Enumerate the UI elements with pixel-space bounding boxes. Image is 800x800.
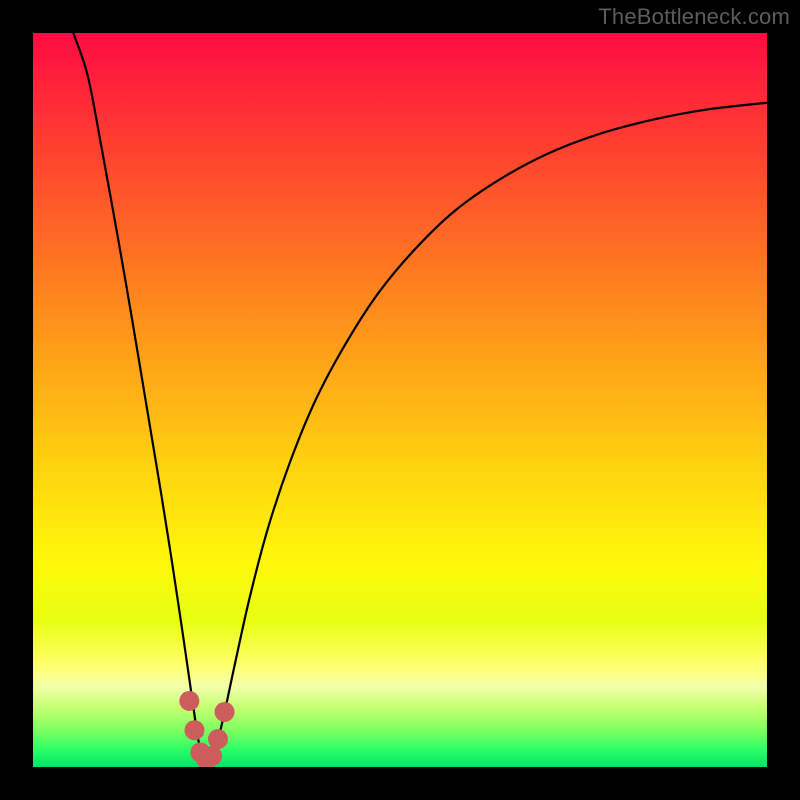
marker-group (179, 691, 234, 767)
dip-marker (215, 702, 235, 722)
dip-marker (184, 720, 204, 740)
dip-marker (179, 691, 199, 711)
bottleneck-curve (73, 33, 767, 763)
watermark-text: TheBottleneck.com (598, 4, 790, 30)
curve-layer (33, 33, 767, 767)
chart-container: { "meta": { "watermark": "TheBottleneck.… (0, 0, 800, 800)
dip-marker (208, 729, 228, 749)
plot-frame (33, 33, 767, 767)
